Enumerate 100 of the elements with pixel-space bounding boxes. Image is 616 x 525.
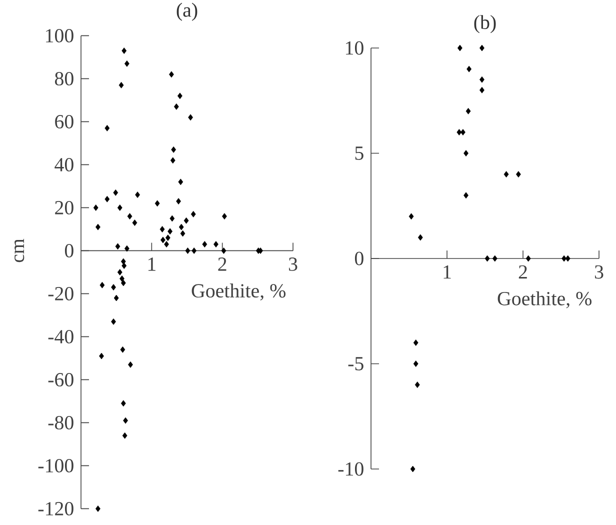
point <box>122 48 127 54</box>
point <box>100 282 105 288</box>
point <box>127 213 132 220</box>
point <box>413 340 418 346</box>
point <box>190 210 196 218</box>
point <box>165 234 170 241</box>
point <box>480 76 484 83</box>
x-tick-label: 1 <box>148 258 156 271</box>
point <box>222 213 227 220</box>
point <box>122 432 128 439</box>
point <box>192 248 197 254</box>
point <box>484 255 490 262</box>
point <box>526 255 531 262</box>
y-tick-label: 80 <box>55 72 74 86</box>
point <box>460 128 466 136</box>
point <box>170 157 176 164</box>
point <box>565 255 570 262</box>
point <box>111 318 116 325</box>
y-axis-title: cm <box>14 238 24 262</box>
point <box>104 196 110 202</box>
point <box>184 217 189 224</box>
y-tick-label: 40 <box>54 158 74 172</box>
point <box>466 108 471 114</box>
point <box>464 150 468 156</box>
point <box>221 248 226 254</box>
point <box>464 192 468 199</box>
point <box>174 103 179 110</box>
point <box>418 234 423 241</box>
point <box>122 262 127 269</box>
point <box>115 243 120 250</box>
y-tick-label: 10 <box>346 41 364 55</box>
point <box>414 382 420 388</box>
x-tick-label: 1 <box>444 265 451 278</box>
point <box>160 236 166 244</box>
x-tick-label: 3 <box>594 265 604 279</box>
point <box>96 506 100 512</box>
y-tick-label: -100 <box>38 458 74 472</box>
y-tick-label: 0 <box>354 252 364 266</box>
point <box>124 60 130 67</box>
point <box>118 82 124 88</box>
point <box>492 255 498 262</box>
point <box>93 204 98 211</box>
point <box>99 352 104 360</box>
point <box>117 269 122 276</box>
point <box>164 241 169 248</box>
point <box>120 400 126 407</box>
chart-title: (b) <box>474 15 496 34</box>
point <box>178 224 184 230</box>
y-tick-label: -10 <box>338 462 364 476</box>
point <box>123 417 128 424</box>
x-axis-title: Goethite, % <box>192 284 286 300</box>
y-tick-label: 20 <box>55 200 74 214</box>
point <box>214 241 218 248</box>
y-tick-label: 100 <box>46 28 74 42</box>
y-tick-label: -120 <box>38 502 74 516</box>
point <box>168 228 172 235</box>
point <box>135 192 140 198</box>
point <box>154 200 160 207</box>
point <box>120 346 126 353</box>
point <box>132 220 138 226</box>
point <box>466 66 472 72</box>
point <box>128 361 133 368</box>
y-tick-label: 60 <box>55 114 74 128</box>
point <box>480 86 484 94</box>
y-tick-label: 5 <box>355 146 364 160</box>
point <box>176 198 181 204</box>
point <box>113 189 118 196</box>
point <box>202 241 208 248</box>
y-tick-label: -40 <box>48 330 74 344</box>
point <box>169 71 174 78</box>
x-tick-label: 2 <box>218 258 226 271</box>
point <box>185 248 190 254</box>
point <box>111 284 116 290</box>
point <box>480 44 484 52</box>
point <box>96 224 100 230</box>
point <box>457 44 462 52</box>
y-tick-label: -60 <box>48 372 74 386</box>
point <box>562 255 566 262</box>
point <box>504 171 509 178</box>
point <box>171 146 176 153</box>
point <box>516 171 521 178</box>
point <box>456 128 462 136</box>
x-tick-label: 2 <box>518 265 527 279</box>
chart-title: (a) <box>176 2 198 21</box>
y-tick-label: -5 <box>348 357 364 370</box>
point <box>180 230 186 237</box>
point <box>177 92 182 100</box>
point <box>408 213 414 220</box>
point <box>124 245 130 252</box>
point <box>188 114 193 121</box>
x-tick-label: 3 <box>288 258 298 271</box>
y-tick-label: -80 <box>48 416 74 430</box>
point <box>178 178 184 186</box>
point <box>160 226 165 232</box>
point <box>117 204 122 211</box>
point <box>120 275 124 282</box>
point <box>410 466 416 472</box>
point <box>413 360 418 367</box>
point <box>170 215 175 222</box>
point <box>114 294 119 302</box>
